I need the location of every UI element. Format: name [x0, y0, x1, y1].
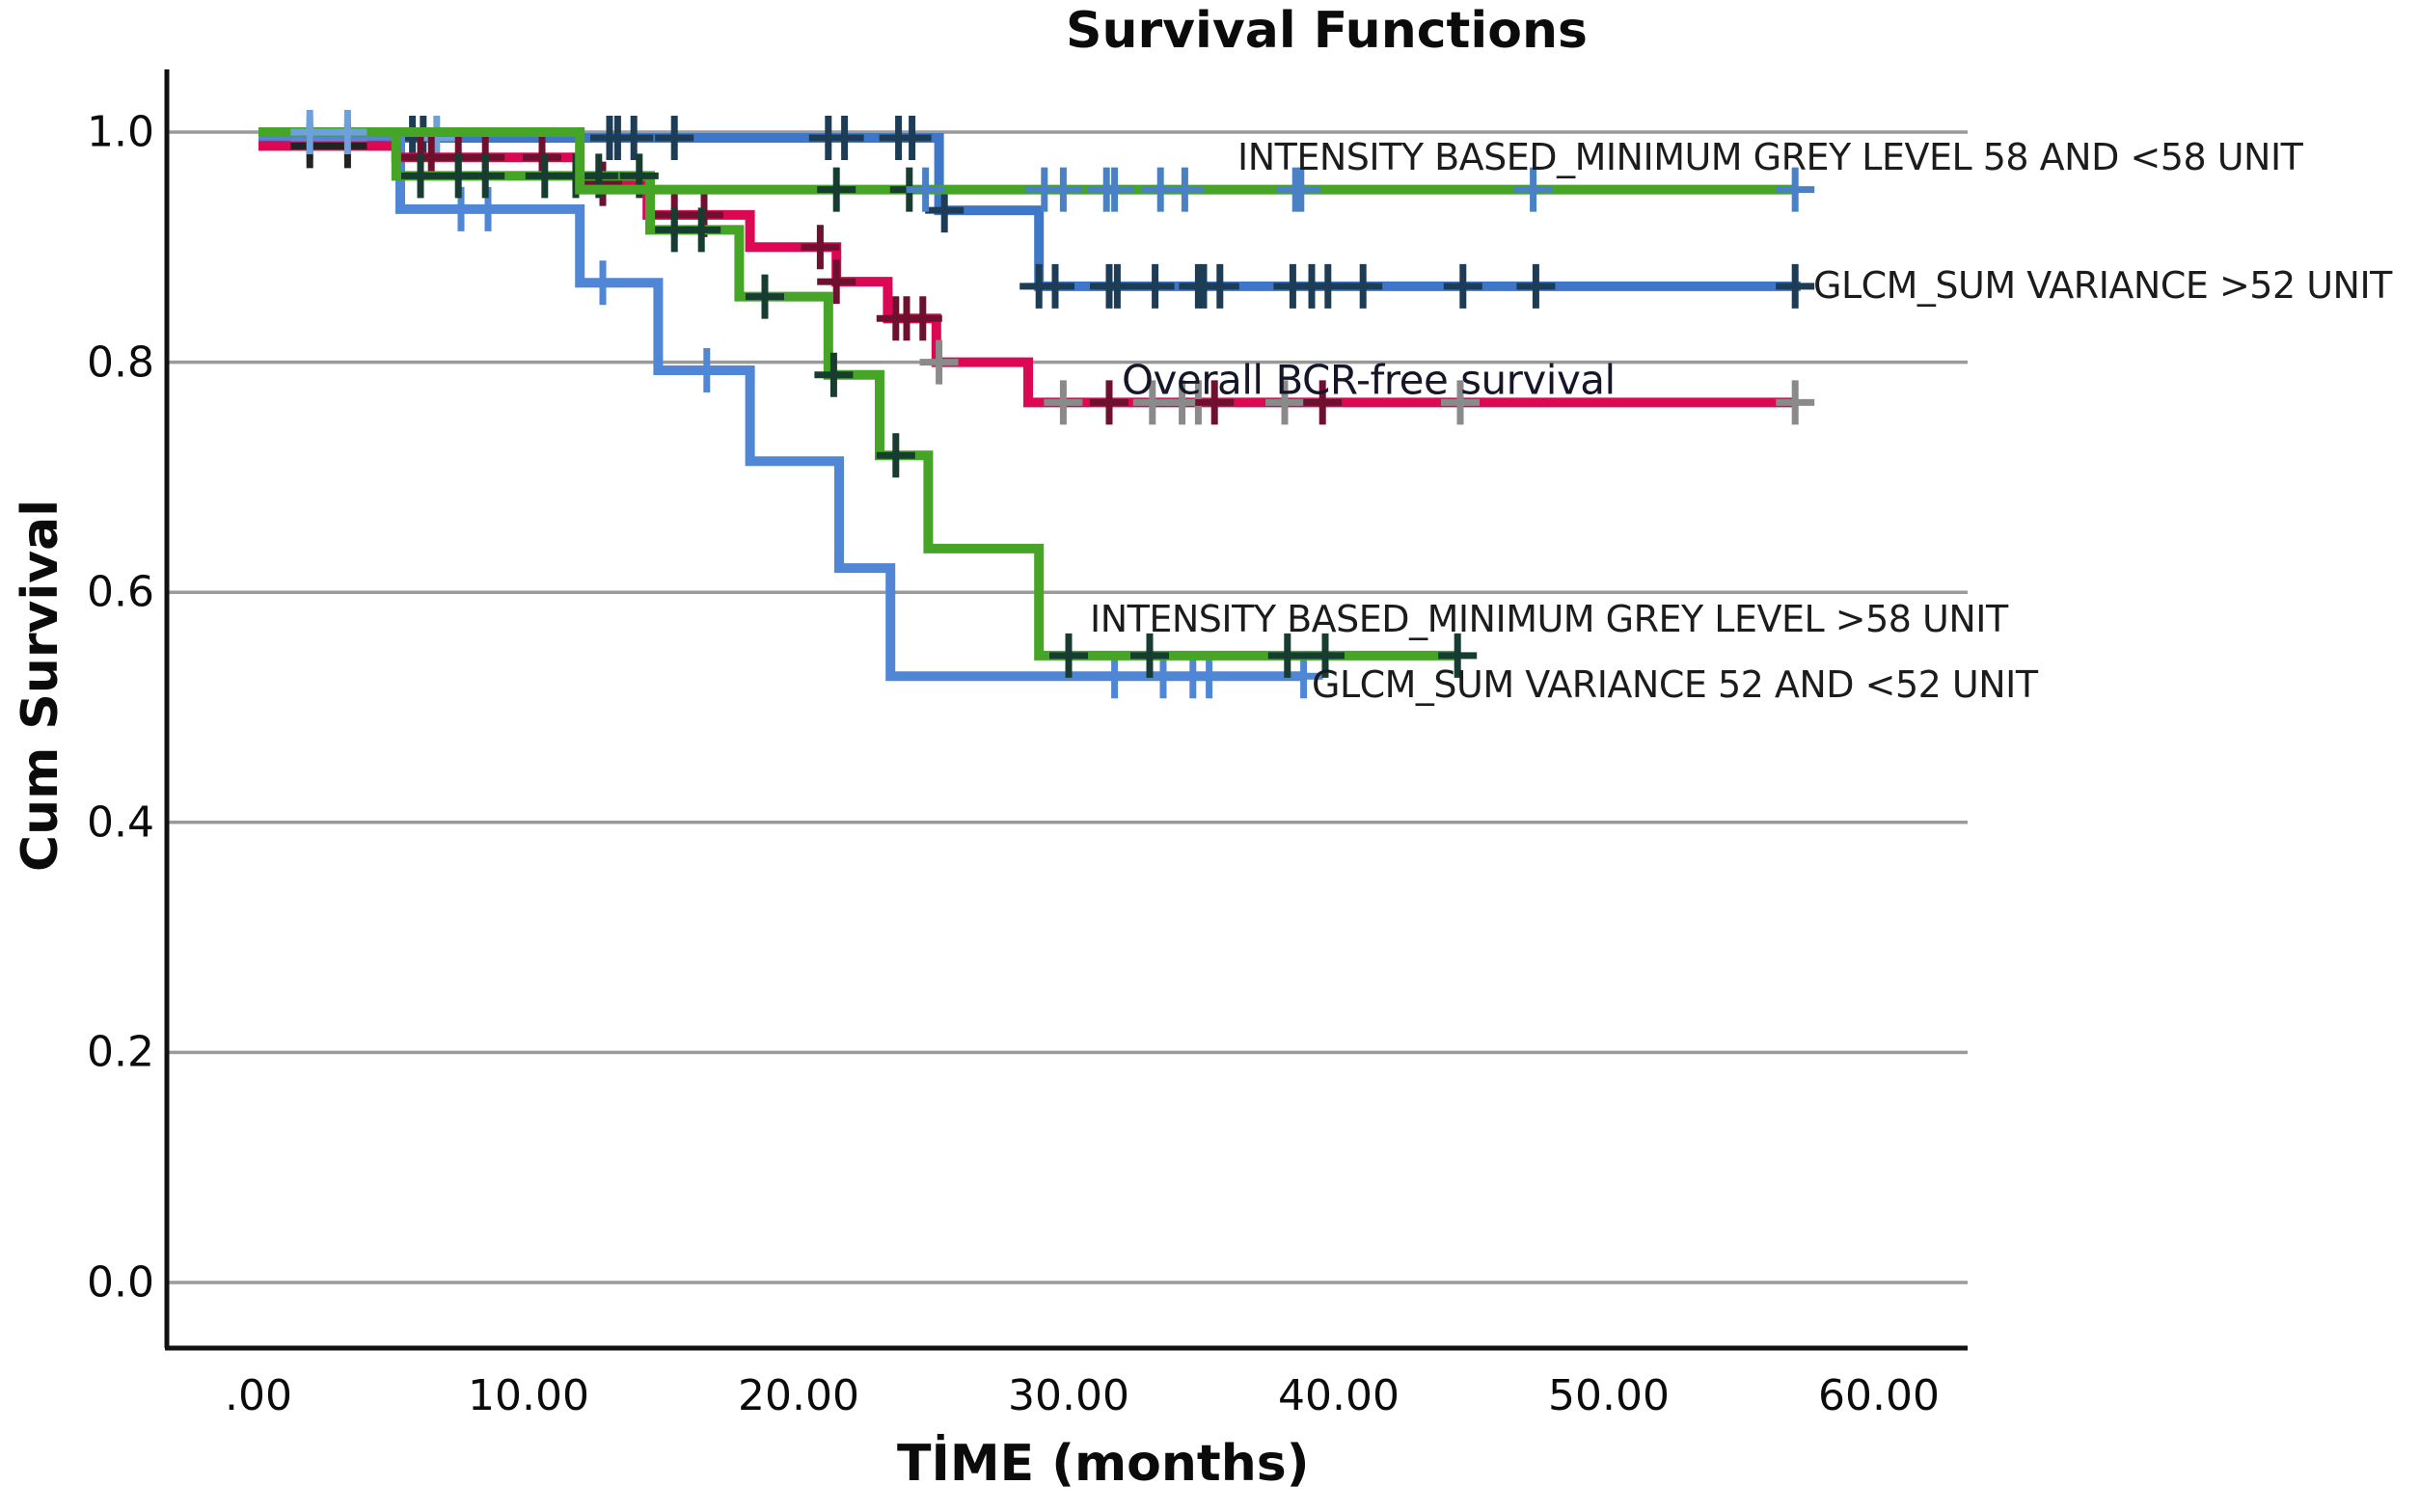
x-tick-label: 20.00 [738, 1371, 859, 1420]
x-tick-label: 40.00 [1278, 1371, 1400, 1420]
y-tick-label: 0.0 [87, 1257, 154, 1308]
y-tick-label: 0.4 [87, 797, 154, 848]
x-tick-label: 60.00 [1818, 1371, 1940, 1420]
y-tick-label: 0.2 [87, 1027, 154, 1077]
curve-label-overall: Overall BCR-free survival [1122, 356, 1616, 404]
x-tick-label: 30.00 [1008, 1371, 1129, 1420]
x-tick-label: .00 [225, 1371, 292, 1420]
x-tick-label: 50.00 [1548, 1371, 1670, 1420]
curve-label-glcm-gt52: GLCM_SUM VARIANCE >52 UNIT [1813, 264, 2392, 307]
curve-label-intensity-gt58: INTENSITY BASED_MINIMUM GREY LEVEL >58 U… [1090, 598, 2008, 640]
intensity-min-grey-gt58-curve [258, 127, 1460, 661]
y-tick-label: 0.8 [87, 338, 154, 388]
x-tick-label: 10.00 [468, 1371, 589, 1420]
y-axis-title: Cum Survival [12, 499, 69, 873]
curve-label-intensity-le58: INTENSITY BASED_MINIMUM GREY LEVEL 58 AN… [1237, 136, 2303, 178]
y-tick-label: 1.0 [87, 107, 154, 157]
curve-label-glcm-le52: GLCM_SUM VARIANCE 52 AND <52 UNIT [1312, 663, 2038, 706]
y-tick-label: 0.6 [87, 567, 154, 617]
chart-title: Survival Functions [1066, 2, 1588, 60]
x-axis-title: TİME (months) [897, 1435, 1310, 1493]
